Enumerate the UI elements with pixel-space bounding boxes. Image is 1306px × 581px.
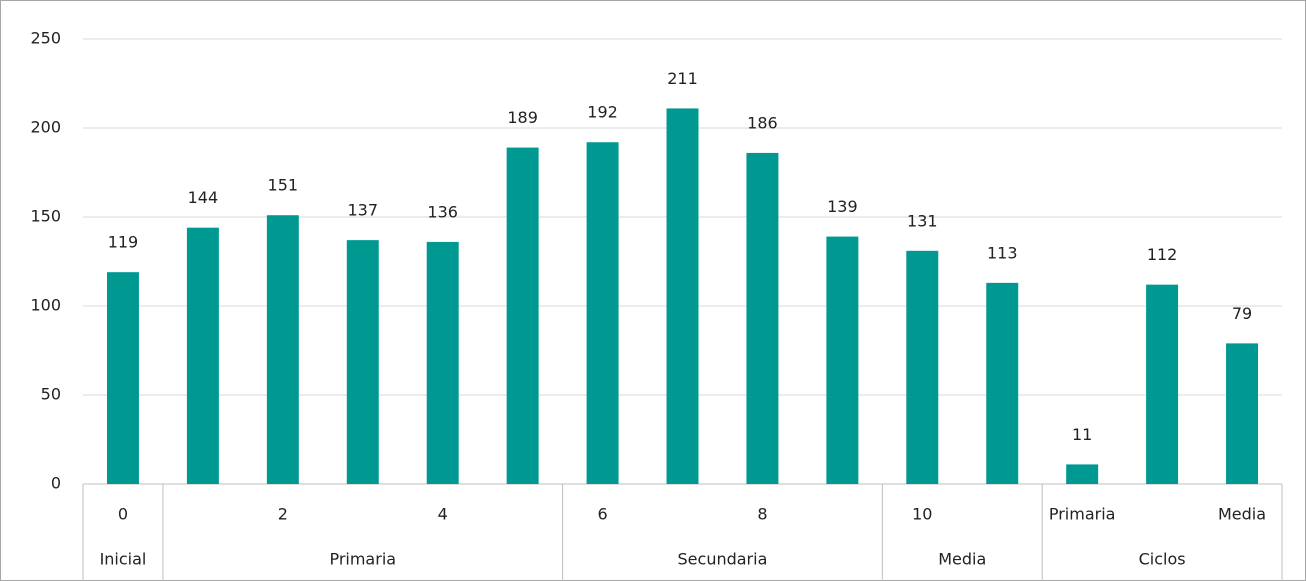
bar: [1146, 284, 1179, 484]
x-tick-label: Media: [1218, 505, 1266, 524]
bar: [1066, 464, 1099, 484]
y-tick-label: 250: [30, 29, 61, 48]
value-label: 11: [1072, 425, 1092, 444]
value-label: 113: [987, 243, 1018, 262]
bar: [186, 227, 219, 484]
group-label: Inicial: [100, 550, 147, 569]
x-tick-label: Primaria: [1049, 505, 1116, 524]
bar: [266, 215, 299, 484]
y-tick-label: 50: [41, 385, 61, 404]
group-label: Secundaria: [678, 550, 768, 569]
x-tick-label: 0: [118, 505, 128, 524]
bar: [586, 142, 619, 485]
bar: [906, 250, 939, 484]
bar: [1226, 343, 1259, 484]
bar: [426, 241, 459, 484]
y-tick-label: 100: [30, 296, 61, 315]
value-label: 211: [667, 69, 698, 88]
bar: [106, 272, 139, 484]
group-label: Ciclos: [1139, 550, 1186, 569]
bar: [826, 236, 859, 484]
value-label: 112: [1147, 245, 1178, 264]
value-label: 189: [507, 108, 538, 127]
value-label: 192: [587, 103, 618, 122]
bar: [506, 147, 539, 484]
value-label: 131: [907, 211, 938, 230]
value-label: 139: [827, 197, 858, 216]
x-tick-label: 6: [597, 505, 607, 524]
x-tick-label: 10: [912, 505, 932, 524]
value-label: 79: [1232, 304, 1252, 323]
x-tick-label: 4: [438, 505, 448, 524]
value-label: 137: [347, 201, 378, 220]
x-tick-label: 2: [278, 505, 288, 524]
y-tick-label: 150: [30, 207, 61, 226]
bar: [746, 152, 779, 485]
value-label: 151: [268, 176, 299, 195]
group-label: Primaria: [329, 550, 396, 569]
value-label: 119: [108, 233, 139, 252]
value-label: 186: [747, 113, 778, 132]
y-tick-label: 200: [30, 118, 61, 137]
bar: [666, 108, 699, 485]
y-tick-label: 0: [51, 474, 61, 493]
bar: [346, 240, 379, 484]
bar: [986, 282, 1019, 484]
value-label: 144: [188, 188, 219, 207]
x-tick-label: 8: [757, 505, 767, 524]
value-label: 136: [427, 202, 458, 221]
group-label: Media: [938, 550, 986, 569]
